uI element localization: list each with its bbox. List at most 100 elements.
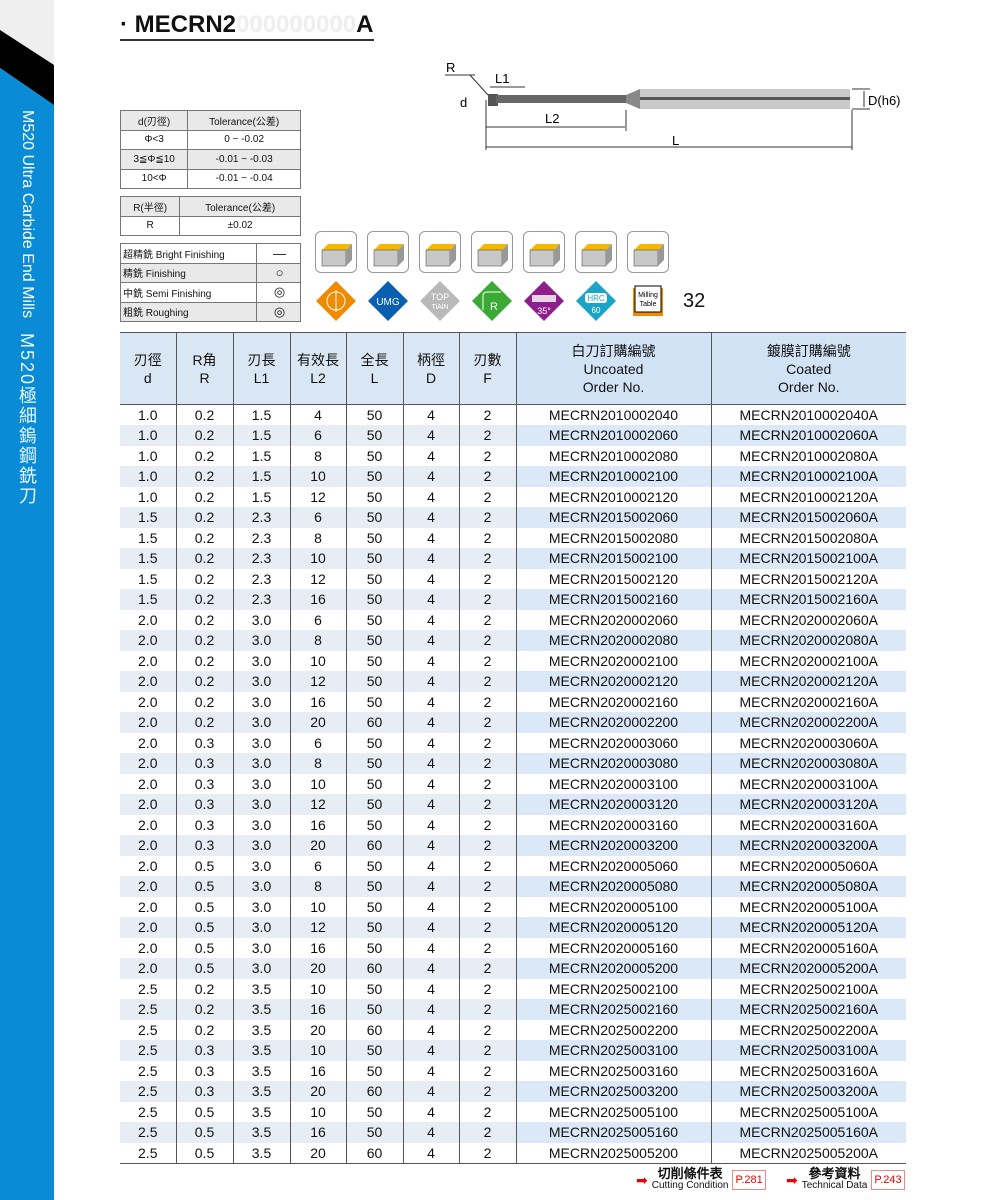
table-cell: 2 [458,527,516,548]
table-row: 2.0 0.5 3.0 16 50 4 2 MECRN2020005160 MECRN20200… [120,937,906,958]
table-cell: 4 [402,753,459,774]
table-cell: MECRN2025005160 [515,1122,711,1143]
face-milling-icon [315,231,357,273]
table-cell: MECRN2025002200 [515,1019,711,1040]
column-header: 刃徑 d [120,332,176,405]
table-cell: 3.0 [232,896,290,917]
page-ref[interactable]: P.281 [732,1170,766,1190]
table-cell: MECRN2025003160 [515,1060,711,1081]
table-cell: 2.0 [120,876,176,897]
technical-data-link[interactable]: ➡ 參考資料 Technical Data P.243 [786,1167,905,1192]
table-cell: 10 [289,1101,346,1122]
table-cell: 2 [458,404,516,425]
table-row: 2.0 0.3 3.0 20 60 4 2 MECRN2020003200 MECRN20200… [120,835,906,856]
svg-text:Table: Table [640,301,657,308]
table-cell: 2 [458,876,516,897]
table-cell: 16 [289,1122,346,1143]
table-cell: MECRN2020003200A [710,835,906,856]
table-cell: 2.0 [138,857,158,874]
table-cell: MECRN2020005100 [515,896,711,917]
table-cell: 12 [289,671,346,692]
table-cell: 2 [458,753,516,774]
table-cell: 50 [345,507,403,528]
cutting-condition-link[interactable]: ➡ 切削條件表 Cutting Condition P.281 [636,1167,766,1192]
table-cell: 1.0 [138,488,158,505]
flute-geometry-icon [316,281,356,321]
table-cell: 0.3 [175,753,233,774]
table-cell: 3.0 [232,876,290,897]
table-cell: 10 [289,773,346,794]
table-cell: 50 [345,773,403,794]
table-cell: MECRN2025003200 [515,1081,711,1102]
table-cell: MECRN2020005120A [710,917,906,938]
table-cell: 20 [289,1142,346,1164]
table-cell: 4 [402,548,459,569]
table-row: 1.0 0.2 1.5 4 50 4 2 MECRN2010002040 MECRN201000… [120,404,906,425]
svg-text:HRC: HRC [587,294,605,303]
table-cell: MECRN2025002160A [710,999,906,1020]
table-cell: MECRN2020005160A [710,937,906,958]
column-header: 鍍膜訂購編號 Coated Order No. [710,332,906,405]
table-cell: 0.2 [175,609,233,630]
table-cell: 6 [289,732,346,753]
table-row: 2.0 0.2 3.0 10 50 4 2 MECRN2020002100 MECRN20200… [120,650,906,671]
table-cell: 2.0 [120,671,176,692]
table-cell: MECRN2025002100 [515,978,711,999]
table-cell: 4 [402,404,459,425]
sidebar-corner-decoration [0,30,54,110]
milling-table-icon[interactable]: Milling Table [627,280,669,322]
table-row: 1.5 0.2 2.3 12 50 4 2 MECRN2015002120 MECRN20150… [120,568,906,589]
table-cell: MECRN2015002080A [710,527,906,548]
table-cell: MECRN2020002080 [515,630,711,651]
table-cell: 4 [402,507,459,528]
table-cell: MECRN2020002120 [515,671,711,692]
table-cell: 2 [458,691,516,712]
table-cell: 10 [289,466,346,487]
table-cell: 2 [458,958,516,979]
table-cell: 16 [289,937,346,958]
page-ref[interactable]: P.243 [871,1170,905,1190]
table-cell: 3.0 [232,732,290,753]
table-cell: 2.0 [138,898,158,915]
table-cell: 3.5 [232,1101,290,1122]
table-cell: MECRN2020002160A [710,691,906,712]
table-row: 1.0 0.2 1.5 8 50 4 2 MECRN2010002080 MECRN201000… [120,445,906,466]
table-cell: 4 [402,691,459,712]
table-row: 1.0 0.2 1.5 10 50 4 2 MECRN2010002100 MECRN20100… [120,466,906,487]
table-cell: 2 [458,548,516,569]
table-cell: 3.0 [232,650,290,671]
table-cell: 8 [289,753,346,774]
table-cell: 0.3 [175,794,233,815]
table-cell: 0.5 [175,896,233,917]
table-cell: MECRN2020005160 [515,937,711,958]
table-cell: 20 [289,712,346,733]
table-cell: 0.3 [175,1060,233,1081]
table-cell: MECRN2020003060A [710,732,906,753]
table-cell: 4 [402,1081,459,1102]
table-cell: 4 [402,1122,459,1143]
table-cell: 8 [289,527,346,548]
table-row: 2.0 0.2 3.0 16 50 4 2 MECRN2020002160 MECRN20200… [120,691,906,712]
table-cell: 4 [402,794,459,815]
table-cell: 16 [289,589,346,610]
table-cell: 50 [345,794,403,815]
table-cell: 3.0 [232,794,290,815]
feature-badges: UMG TOP TiAlN R 35° HRC 60 Milling Table 32 [315,280,705,322]
table-cell: 2 [458,917,516,938]
table-cell: 3.0 [232,917,290,938]
table-cell: 50 [345,876,403,897]
product-table: 刃徑 d R角 R 刃長 L1 有效長 L2 全長 L 柄徑 D 刃數 F 白刀訂購編號 Uncoated Or… [120,332,906,1164]
table-cell: 1.0 [138,407,158,423]
table-cell: 10 [289,896,346,917]
table-cell: 0.5 [175,1101,233,1122]
svg-text:R: R [490,301,498,313]
table-cell: 6 [289,507,346,528]
table-cell: 4 [402,568,459,589]
shoulder-milling-icon [419,231,461,273]
table-row: 1.5 0.2 2.3 10 50 4 2 MECRN2015002100 MECRN20150… [120,548,906,569]
table-cell: 2.5 [138,1103,158,1120]
table-cell: 4 [402,712,459,733]
table-cell: 2 [458,568,516,589]
table-cell: MECRN2020003080 [515,753,711,774]
table-cell: 2.0 [138,693,158,710]
